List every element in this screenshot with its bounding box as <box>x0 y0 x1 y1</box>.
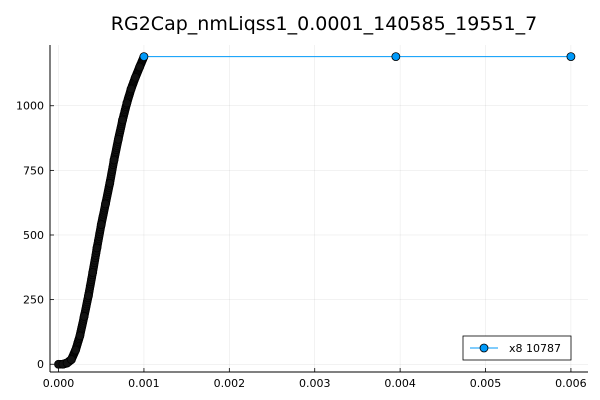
x-tick-label: 0.000 <box>43 377 75 390</box>
y-tick-label: 0 <box>37 358 44 371</box>
data-point <box>118 115 127 125</box>
data-point <box>109 155 119 165</box>
data-point <box>84 291 93 301</box>
data-point <box>71 345 81 355</box>
data-point <box>139 52 149 62</box>
data-point <box>88 268 98 277</box>
data-point <box>566 52 576 62</box>
x-tick-label: 0.003 <box>299 377 331 390</box>
legend-swatch-marker <box>479 343 489 353</box>
y-tick-label: 1000 <box>16 100 44 113</box>
data-point <box>92 243 102 253</box>
data-point <box>135 62 145 72</box>
y-tick-label: 750 <box>23 164 44 177</box>
y-tick-label: 500 <box>23 229 44 242</box>
grid <box>50 45 588 372</box>
chart-title: RG2Cap_nmLiqss1_0.0001_140585_19551_7 <box>111 13 537 35</box>
data-point <box>75 331 85 341</box>
x-tick-label: 0.002 <box>214 377 246 390</box>
data-point <box>391 52 401 62</box>
x-tick-label: 0.006 <box>555 377 587 390</box>
x-axis-ticks: 0.000 0.001 0.002 0.003 0.004 0.005 0.006 <box>43 368 587 390</box>
data-point <box>130 72 140 82</box>
legend-label: x8 10787 <box>509 342 561 355</box>
y-axis-ticks: 0 250 500 750 1000 <box>16 100 54 371</box>
x-tick-label: 0.005 <box>470 377 502 390</box>
data-point <box>126 84 136 94</box>
data-point <box>96 220 106 230</box>
data-point <box>101 199 110 209</box>
data-point <box>105 178 115 188</box>
y-tick-label: 250 <box>23 294 44 307</box>
legend: x8 10787 <box>462 335 572 361</box>
data-point <box>66 355 76 364</box>
data-point <box>113 134 123 144</box>
x-tick-label: 0.004 <box>384 377 416 390</box>
data-point <box>122 98 132 108</box>
x-tick-label: 0.001 <box>128 377 160 390</box>
data-point <box>79 312 89 321</box>
plot-area <box>54 52 576 369</box>
axes <box>49 45 588 373</box>
